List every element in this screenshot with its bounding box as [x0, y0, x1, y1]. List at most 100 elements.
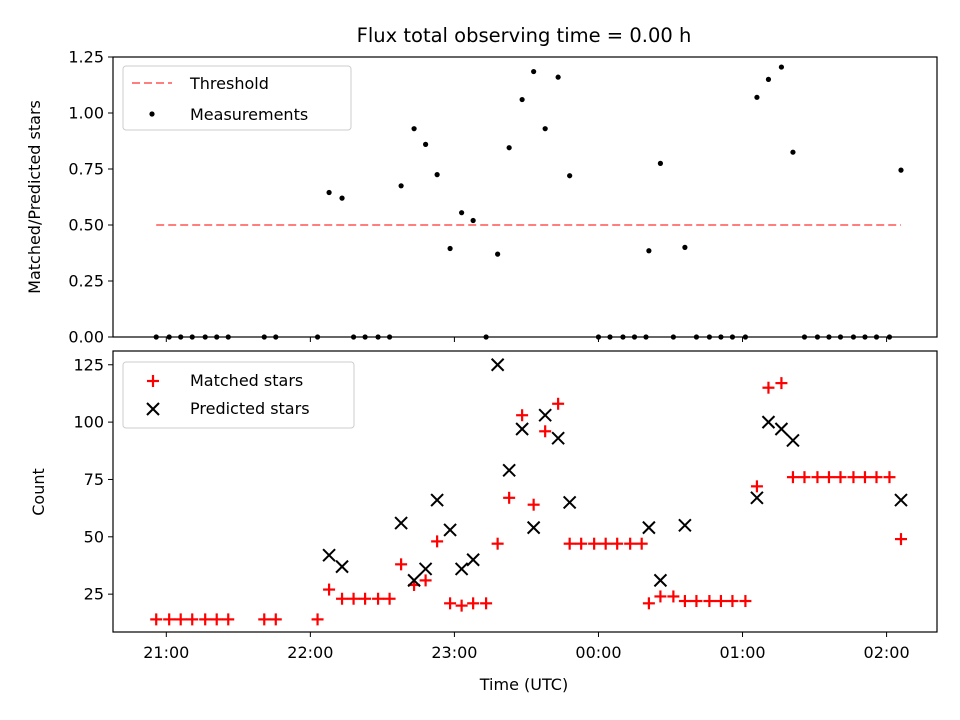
y-tick-label: 0.00	[68, 328, 104, 347]
matched-star-point	[395, 558, 408, 571]
x-tick-label: 23:00	[431, 643, 477, 662]
measurement-point	[398, 183, 404, 189]
matched-star-point	[258, 613, 271, 626]
matched-star-point	[269, 613, 282, 626]
measurement-point	[826, 334, 832, 340]
measurement-point	[470, 217, 476, 224]
predicted-star-point	[515, 422, 529, 436]
matched-star-point	[678, 595, 691, 608]
predicted-star-point	[786, 433, 800, 448]
legend-predicted-marker	[146, 402, 160, 416]
measurement-point	[682, 244, 688, 250]
predicted-star-point	[443, 523, 457, 537]
y-tick-label: 100	[73, 413, 104, 432]
measurement-point	[595, 334, 602, 340]
measurement-point	[350, 334, 357, 340]
matched-star-point	[347, 592, 360, 605]
top-panel-yticks: 0.00 0.25 0.50 0.75 1.00 1.25	[68, 48, 113, 347]
measurement-point	[214, 334, 220, 340]
measurement-point	[447, 245, 453, 252]
matched-star-point	[186, 613, 199, 626]
predicted-star-point	[407, 573, 421, 588]
matched-star-point	[174, 613, 187, 626]
predicted-star-point	[538, 408, 552, 422]
bottom-panel: Count 25 50 75 100 125 21:00 22:00 23:00 00:00 0…	[29, 350, 938, 662]
legend-box	[122, 65, 352, 131]
matched-star-point	[798, 471, 811, 484]
measurement-point	[423, 141, 429, 147]
measurement-point	[862, 334, 868, 340]
measurement-point	[657, 160, 664, 166]
y-tick-label: 1.25	[68, 48, 104, 67]
legend-box	[122, 361, 355, 429]
matched-star-point	[575, 537, 588, 550]
matched-star-point	[811, 471, 824, 484]
x-tick-label: 01:00	[719, 643, 765, 662]
matched-star-point	[847, 471, 860, 484]
matched-star-point	[552, 397, 565, 410]
matched-star-point	[563, 537, 576, 550]
y-tick-label: 50	[84, 527, 104, 546]
matched-star-point	[359, 592, 372, 605]
chart-title: Flux total observing time = 0.00 h	[357, 24, 692, 47]
y-tick-label: 25	[84, 585, 104, 604]
legend-matched-label: Matched stars	[190, 371, 303, 390]
y-tick-label: 125	[73, 355, 104, 374]
matched-star-point	[714, 595, 727, 608]
measurement-point	[567, 173, 573, 179]
predicted-star-point	[335, 559, 349, 574]
top-panel-legend: Threshold Measurements	[122, 65, 352, 131]
measurement-point	[225, 334, 231, 340]
measurement-point	[326, 189, 332, 196]
measurement-point	[434, 172, 440, 178]
top-panel: Matched/Predicted stars 0.00 0.25 0.50 0.75…	[25, 48, 938, 347]
measurement-point	[273, 334, 279, 340]
measurement-point	[765, 76, 772, 82]
bottom-panel-legend: Matched stars Predicted stars	[122, 361, 355, 429]
measurement-point	[386, 334, 393, 340]
measurement-point	[339, 195, 345, 201]
y-tick-label: 1.00	[68, 104, 104, 123]
measurement-point	[153, 334, 159, 340]
top-panel-plot-area	[153, 64, 904, 340]
matched-star-point	[858, 471, 871, 484]
matched-star-point	[635, 537, 648, 550]
matched-star-point	[372, 592, 385, 605]
matched-star-point	[431, 535, 444, 548]
x-tick-label: 22:00	[287, 643, 333, 662]
measurement-point	[693, 334, 700, 340]
legend-matched-marker	[147, 375, 159, 387]
matched-star-point	[834, 471, 847, 484]
measurement-point	[189, 334, 195, 340]
predicted-star-point	[454, 562, 469, 576]
measurement-point	[646, 248, 652, 254]
bottom-panel-yticks: 25 50 75 100 125	[73, 355, 113, 604]
matched-star-point	[786, 471, 799, 484]
measurement-point	[620, 334, 626, 340]
matched-star-point	[739, 595, 752, 608]
measurement-point	[814, 334, 821, 340]
matched-star-point	[323, 583, 336, 596]
x-tick-label: 00:00	[575, 643, 621, 662]
top-panel-xticks	[165, 337, 888, 342]
measurement-point	[873, 334, 880, 340]
top-panel-frame	[112, 56, 938, 338]
predicted-star-point	[418, 562, 433, 576]
matched-star-point	[690, 595, 703, 608]
x-tick-label: 02:00	[864, 643, 910, 662]
measurement-point	[178, 334, 184, 340]
y-tick-label: 0.25	[68, 272, 104, 291]
matched-star-point	[883, 471, 896, 484]
matched-star-point	[503, 491, 516, 504]
matched-star-point	[199, 613, 212, 626]
predicted-star-point	[551, 431, 565, 445]
measurement-point	[631, 334, 638, 340]
measurement-point	[837, 334, 844, 340]
measurement-point	[886, 334, 893, 340]
matched-star-point	[222, 613, 235, 626]
y-tick-label: 75	[84, 470, 104, 489]
predicted-star-point	[490, 358, 505, 372]
predicted-star-point	[526, 520, 541, 535]
measurement-point	[495, 251, 501, 257]
